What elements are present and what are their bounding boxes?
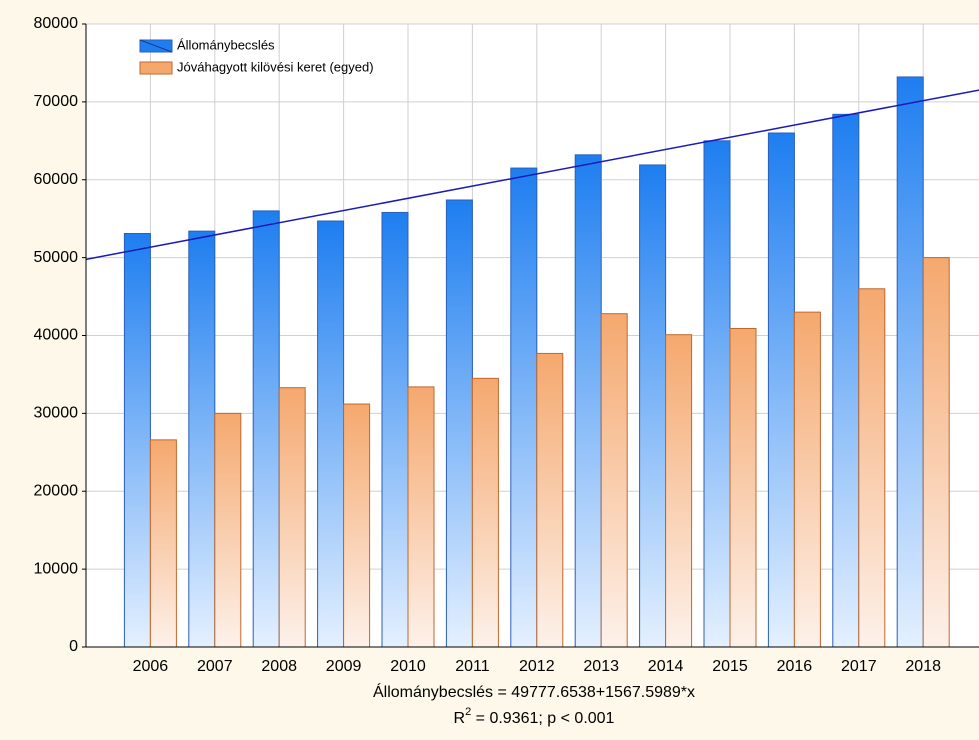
bar xyxy=(343,403,371,648)
r2-base: R xyxy=(454,710,466,727)
bar xyxy=(214,412,242,648)
x-tick-label: 2009 xyxy=(326,658,362,675)
y-tick-label: 80000 xyxy=(34,15,79,32)
legend-label: Jóváhagyott kilövési keret (egyed) xyxy=(177,59,374,74)
y-tick-label: 70000 xyxy=(34,93,79,110)
x-tick-label: 2015 xyxy=(712,658,748,675)
x-tick-label: 2008 xyxy=(261,658,297,675)
y-tick-label: 50000 xyxy=(34,249,79,266)
bar xyxy=(832,113,860,648)
bar xyxy=(149,439,177,648)
r2-rest: = 0.9361; p < 0.001 xyxy=(471,710,614,727)
r2-sup: 2 xyxy=(465,706,471,718)
bar xyxy=(703,140,731,648)
y-tick-label: 30000 xyxy=(34,405,79,422)
bar xyxy=(536,352,564,648)
r2-label: R2 = 0.9361; p < 0.001 xyxy=(454,706,615,727)
legend-label: Állománybecslés xyxy=(177,37,275,52)
bar xyxy=(767,132,795,648)
y-tick-label: 10000 xyxy=(34,560,79,577)
bar xyxy=(896,76,924,648)
x-tick-label: 2017 xyxy=(841,658,877,675)
legend-hatch xyxy=(139,39,173,53)
x-tick-label: 2007 xyxy=(197,658,233,675)
x-tick-label: 2013 xyxy=(583,658,619,675)
x-tick-label: 2016 xyxy=(777,658,813,675)
x-tick-label: 2010 xyxy=(390,658,426,675)
bar xyxy=(574,154,602,648)
legend-swatch xyxy=(139,61,173,75)
x-tick-label: 2006 xyxy=(133,658,169,675)
x-tick-label: 2018 xyxy=(905,658,941,675)
x-tick-label: 2014 xyxy=(648,658,684,675)
bar xyxy=(600,313,628,648)
fit-equation: Állománybecslés = 49777.6538+1567.5989*x xyxy=(373,682,695,701)
bar xyxy=(793,311,821,648)
bar xyxy=(471,377,499,648)
bar xyxy=(665,334,693,648)
bar xyxy=(317,220,345,648)
bar xyxy=(445,199,473,648)
bar xyxy=(922,257,950,648)
bar xyxy=(188,230,216,648)
bar xyxy=(729,327,757,648)
bar xyxy=(381,211,409,648)
y-tick-label: 40000 xyxy=(34,327,79,344)
x-tick-label: 2012 xyxy=(519,658,555,675)
y-tick-label: 60000 xyxy=(34,171,79,188)
bar xyxy=(278,387,306,648)
y-tick-label: 20000 xyxy=(34,482,79,499)
bar xyxy=(510,167,538,648)
x-tick-label: 2011 xyxy=(455,658,490,675)
fit-line xyxy=(85,89,979,261)
y-tick-label: 0 xyxy=(69,638,78,655)
bar xyxy=(123,232,151,648)
bar xyxy=(858,288,886,648)
bar xyxy=(407,386,435,648)
bar xyxy=(252,210,280,648)
bar xyxy=(639,164,667,648)
